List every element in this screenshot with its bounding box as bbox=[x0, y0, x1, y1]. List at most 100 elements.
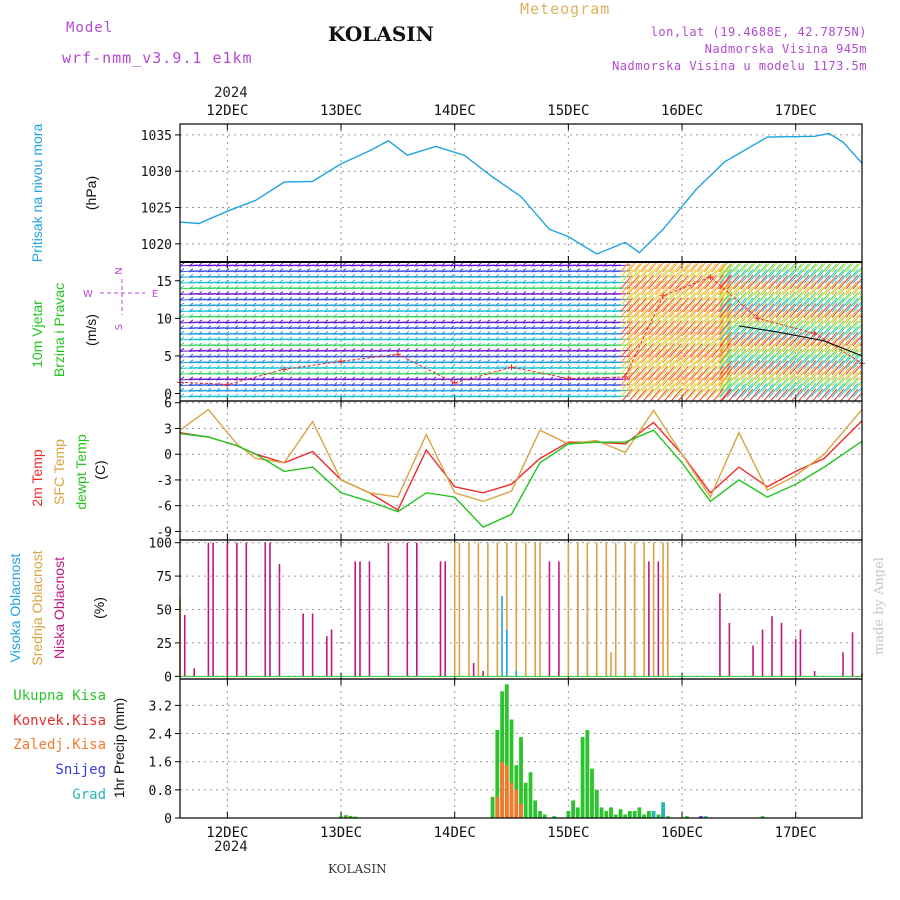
wind-barb bbox=[817, 354, 831, 370]
wind-barb bbox=[704, 314, 717, 330]
wind-barb bbox=[449, 325, 455, 330]
wind-barb bbox=[782, 274, 796, 290]
wind-barb bbox=[810, 308, 824, 324]
wind-barb bbox=[512, 342, 518, 347]
wind-barb bbox=[655, 286, 668, 301]
wind-barb bbox=[796, 280, 810, 296]
year-bottom: 2024 bbox=[214, 839, 248, 855]
wind-barb bbox=[215, 279, 221, 284]
precip-bar bbox=[651, 811, 656, 818]
wind-barb bbox=[422, 273, 428, 278]
wind-barb bbox=[718, 269, 731, 284]
wind-barb bbox=[775, 365, 789, 381]
wind-barb bbox=[260, 296, 266, 301]
wind-barb bbox=[733, 263, 747, 279]
wind-barb bbox=[575, 285, 581, 290]
wind-barb bbox=[620, 274, 633, 290]
footer-station: KOLASIN bbox=[328, 862, 387, 876]
wind-barb bbox=[747, 269, 761, 284]
wind-barb bbox=[789, 365, 803, 381]
wind-barb bbox=[395, 302, 401, 307]
wind-barb bbox=[704, 291, 717, 307]
compass-e: E bbox=[152, 289, 158, 300]
wind-barb bbox=[566, 325, 572, 330]
wind-barb bbox=[404, 387, 410, 392]
wind-barb bbox=[845, 331, 859, 347]
wind-barb bbox=[824, 291, 838, 307]
wind-barb bbox=[431, 308, 437, 312]
wind-barb bbox=[377, 268, 383, 273]
wind-barb bbox=[260, 268, 266, 273]
wind-barb bbox=[838, 262, 849, 273]
wind-barb bbox=[634, 365, 647, 381]
wind-barb bbox=[845, 371, 859, 387]
wind-barb bbox=[224, 330, 230, 335]
wind-barb bbox=[206, 308, 212, 312]
wind-barb bbox=[242, 348, 248, 352]
wind-barb bbox=[224, 302, 230, 307]
wind-barb bbox=[754, 377, 768, 392]
wind-barb bbox=[602, 336, 608, 341]
wind-barb bbox=[341, 382, 347, 387]
y-tick-label: -6 bbox=[156, 500, 172, 515]
wind-barb bbox=[669, 269, 682, 284]
precip-bar bbox=[504, 684, 509, 818]
wind-barb bbox=[395, 325, 401, 330]
wind-barb bbox=[690, 343, 703, 358]
wind-barb bbox=[697, 326, 710, 341]
wind-barb bbox=[494, 370, 500, 375]
wind-barb bbox=[287, 348, 293, 352]
precip-bar bbox=[613, 814, 618, 818]
wind-barb bbox=[440, 365, 446, 369]
wind-barb bbox=[467, 296, 473, 301]
wind-barb bbox=[852, 357, 862, 370]
wind-barb bbox=[539, 291, 545, 295]
wind-barb bbox=[296, 291, 302, 295]
wind-barb bbox=[683, 382, 696, 398]
wind-barb bbox=[494, 376, 500, 381]
wind-barb bbox=[458, 319, 464, 324]
wind-barb bbox=[611, 330, 617, 335]
wind-barb bbox=[775, 297, 789, 313]
wind-barb bbox=[206, 279, 212, 284]
wind-barb bbox=[810, 371, 824, 387]
wind-barb bbox=[634, 377, 647, 392]
wind-barb bbox=[494, 291, 500, 295]
wind-barb bbox=[431, 365, 437, 369]
y-tick-label: 0 bbox=[164, 448, 172, 463]
wind-barb bbox=[323, 285, 329, 290]
wind-barb bbox=[690, 331, 703, 347]
wind-barb bbox=[566, 285, 572, 290]
wind-barb bbox=[422, 325, 428, 330]
wind-barb bbox=[704, 343, 717, 358]
wind-barb bbox=[704, 286, 717, 301]
wind-barb bbox=[404, 348, 410, 352]
wind-barb bbox=[539, 285, 545, 290]
wind-barb bbox=[395, 370, 401, 375]
wind-barb bbox=[655, 262, 665, 273]
wind-barb bbox=[733, 262, 744, 273]
wind-barb bbox=[782, 303, 796, 318]
wind-barb bbox=[782, 371, 796, 387]
wind-barb bbox=[566, 382, 572, 387]
wind-barb bbox=[641, 263, 654, 279]
wind-barb bbox=[548, 353, 554, 358]
wind-barb bbox=[395, 382, 401, 387]
wind-barb bbox=[566, 291, 572, 295]
wind-barb bbox=[224, 353, 230, 358]
wind-barb bbox=[719, 280, 733, 296]
wind-barb bbox=[627, 303, 640, 318]
wind-barb bbox=[323, 319, 329, 324]
wind-barb bbox=[206, 262, 212, 267]
wind-barb bbox=[655, 320, 668, 335]
wind-barb bbox=[296, 296, 302, 301]
wind-barb bbox=[494, 313, 500, 318]
wind-barb bbox=[188, 302, 194, 307]
wind-barb bbox=[747, 348, 761, 364]
wind-barb bbox=[278, 365, 284, 369]
wind-barb bbox=[754, 348, 768, 364]
wind-barb bbox=[341, 302, 347, 307]
wind-barb bbox=[831, 263, 845, 279]
wind-barb bbox=[233, 285, 239, 290]
wind-barb bbox=[838, 365, 852, 381]
